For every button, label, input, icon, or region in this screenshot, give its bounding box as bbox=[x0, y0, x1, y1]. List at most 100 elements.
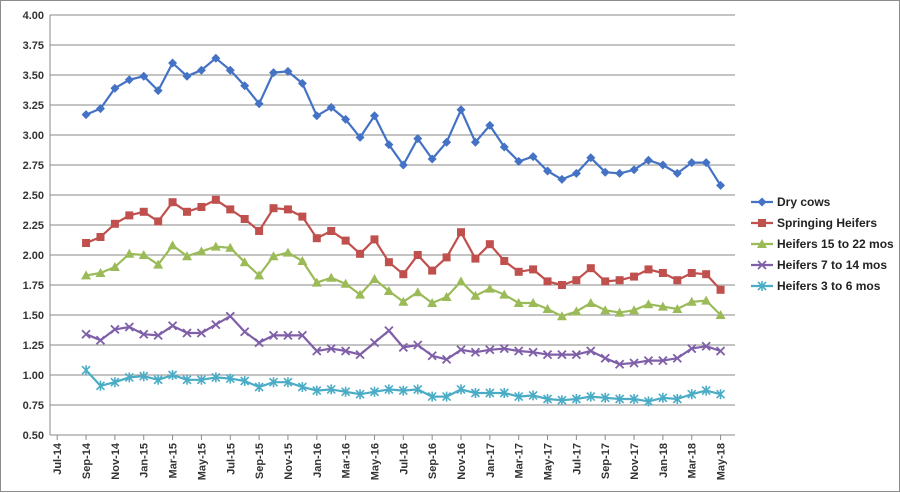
x-tick-label: May-17 bbox=[543, 443, 555, 480]
data-point bbox=[643, 299, 654, 309]
x-tick-label: Sep-14 bbox=[81, 442, 93, 479]
data-point bbox=[672, 353, 682, 363]
data-point bbox=[398, 385, 408, 396]
x-tick-label: Jan-16 bbox=[312, 443, 324, 478]
data-point bbox=[124, 248, 135, 258]
data-point bbox=[125, 211, 134, 220]
legend-item: Heifers 7 to 14 mos bbox=[751, 258, 887, 272]
legend-marker bbox=[757, 260, 767, 270]
x-tick-label: Jan-15 bbox=[139, 443, 151, 478]
data-point bbox=[629, 358, 639, 368]
data-point bbox=[167, 321, 178, 331]
data-point bbox=[615, 168, 625, 178]
data-point bbox=[369, 274, 380, 283]
data-point bbox=[95, 335, 106, 345]
data-point bbox=[255, 227, 264, 235]
x-tick-label: Nov-15 bbox=[283, 443, 295, 480]
data-point bbox=[326, 343, 336, 354]
data-point bbox=[341, 236, 350, 245]
data-point bbox=[672, 394, 682, 404]
data-point bbox=[513, 298, 524, 307]
data-point bbox=[413, 340, 423, 350]
series-2 bbox=[82, 195, 725, 294]
y-tick-label: 4.00 bbox=[23, 10, 44, 22]
data-point bbox=[716, 180, 726, 190]
data-point bbox=[630, 272, 639, 281]
x-tick-label: Jul-14 bbox=[52, 442, 64, 475]
x-tick-label: Sep-17 bbox=[600, 443, 612, 479]
data-point bbox=[82, 239, 91, 247]
data-point bbox=[240, 215, 249, 223]
data-point bbox=[629, 394, 639, 404]
y-tick-label: 3.75 bbox=[23, 40, 44, 52]
data-point bbox=[687, 158, 697, 168]
data-point bbox=[428, 266, 437, 275]
data-point bbox=[600, 392, 610, 403]
data-point bbox=[340, 346, 351, 356]
data-point bbox=[269, 68, 279, 78]
data-point bbox=[81, 270, 92, 280]
data-point bbox=[672, 168, 682, 178]
data-point bbox=[528, 152, 538, 162]
data-point bbox=[715, 346, 726, 356]
data-point bbox=[268, 377, 279, 388]
data-point bbox=[514, 346, 524, 356]
series-group bbox=[81, 53, 726, 407]
legend-marker bbox=[757, 281, 767, 291]
y-tick-label: 2.00 bbox=[23, 250, 44, 262]
data-point bbox=[398, 296, 409, 306]
x-tick-label: Mar-15 bbox=[168, 443, 180, 478]
data-point bbox=[182, 71, 192, 81]
data-point bbox=[442, 391, 452, 402]
x-tick-label: Mar-18 bbox=[687, 443, 699, 478]
series-3 bbox=[81, 240, 726, 321]
data-point bbox=[384, 258, 393, 267]
data-point bbox=[427, 154, 437, 164]
data-point bbox=[702, 270, 711, 279]
data-point bbox=[427, 351, 437, 361]
data-point bbox=[643, 155, 653, 165]
data-point bbox=[658, 392, 668, 403]
data-point bbox=[355, 132, 365, 142]
legend-label: Springing Heifers bbox=[777, 216, 877, 230]
data-point bbox=[384, 140, 394, 150]
data-point bbox=[154, 217, 163, 226]
legend-label: Heifers 3 to 6 mos bbox=[777, 279, 881, 293]
data-point bbox=[153, 330, 163, 341]
data-point bbox=[542, 394, 553, 404]
data-point bbox=[240, 81, 250, 91]
data-point bbox=[470, 290, 481, 300]
data-point bbox=[427, 298, 438, 307]
data-point bbox=[557, 174, 567, 184]
data-point bbox=[370, 235, 379, 244]
data-point bbox=[283, 330, 293, 341]
series-5 bbox=[81, 365, 726, 407]
data-point bbox=[297, 382, 307, 392]
y-tick-label: 1.75 bbox=[23, 280, 44, 292]
data-point bbox=[644, 265, 653, 274]
data-point bbox=[110, 324, 120, 335]
data-point bbox=[283, 377, 293, 388]
data-point bbox=[673, 276, 682, 285]
data-point bbox=[355, 389, 365, 400]
data-point bbox=[542, 304, 553, 313]
data-point bbox=[600, 353, 610, 363]
data-point bbox=[326, 272, 337, 282]
data-point bbox=[153, 374, 163, 385]
data-point bbox=[225, 65, 235, 75]
data-point bbox=[499, 289, 510, 299]
data-point bbox=[456, 345, 466, 355]
data-point bbox=[600, 167, 610, 177]
x-tick-label: Jul-16 bbox=[398, 443, 410, 475]
legend-item: Dry cows bbox=[751, 195, 831, 209]
data-point bbox=[211, 195, 220, 204]
data-point bbox=[95, 380, 106, 391]
data-point bbox=[383, 286, 394, 295]
data-point bbox=[341, 114, 351, 124]
data-point bbox=[629, 305, 640, 315]
data-point bbox=[211, 319, 221, 330]
data-point bbox=[471, 254, 480, 263]
data-point bbox=[240, 376, 250, 386]
y-tick-label: 2.75 bbox=[23, 160, 44, 172]
data-point bbox=[542, 349, 553, 360]
